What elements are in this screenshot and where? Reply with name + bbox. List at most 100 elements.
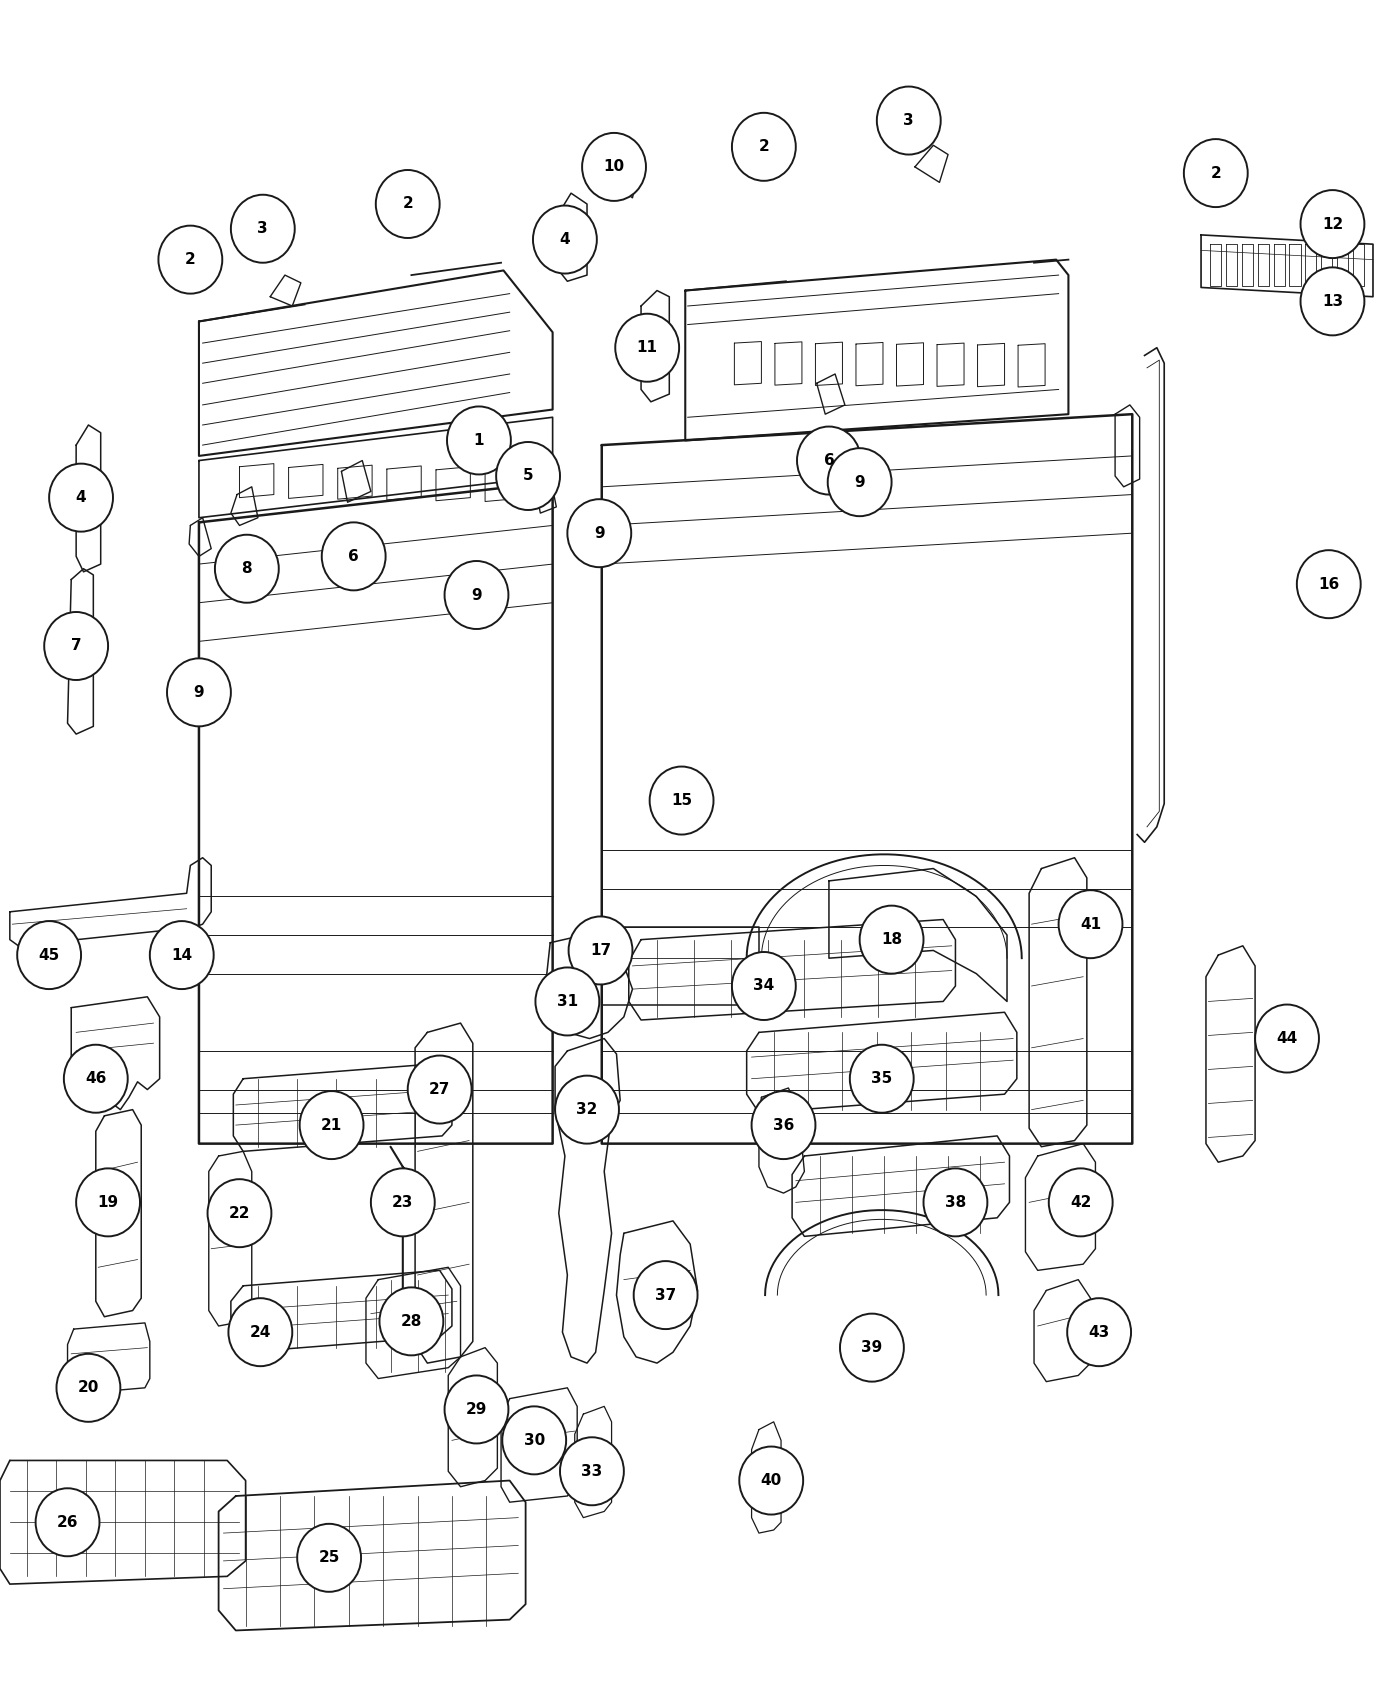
Text: 3: 3: [903, 112, 914, 128]
Ellipse shape: [379, 1287, 444, 1355]
Ellipse shape: [535, 967, 599, 1035]
Text: 37: 37: [655, 1287, 676, 1302]
Ellipse shape: [167, 658, 231, 726]
Ellipse shape: [634, 1261, 697, 1329]
Text: 8: 8: [242, 561, 252, 576]
Text: 6: 6: [349, 549, 358, 564]
Text: 7: 7: [71, 639, 81, 653]
Text: 34: 34: [753, 979, 774, 993]
Ellipse shape: [375, 170, 440, 238]
Ellipse shape: [1301, 190, 1365, 258]
Text: 33: 33: [581, 1464, 602, 1479]
Ellipse shape: [1301, 267, 1365, 335]
Text: 16: 16: [1319, 576, 1340, 592]
Ellipse shape: [876, 87, 941, 155]
Text: 20: 20: [78, 1380, 99, 1396]
Text: 25: 25: [318, 1550, 340, 1566]
Text: 9: 9: [193, 685, 204, 700]
Text: 2: 2: [402, 197, 413, 211]
Ellipse shape: [739, 1447, 804, 1515]
Text: 9: 9: [472, 588, 482, 602]
Ellipse shape: [554, 1076, 619, 1144]
Ellipse shape: [732, 112, 795, 180]
Text: 35: 35: [871, 1071, 892, 1086]
Text: 29: 29: [466, 1402, 487, 1418]
Text: 9: 9: [594, 525, 605, 541]
Ellipse shape: [1058, 891, 1123, 959]
Ellipse shape: [64, 1046, 127, 1114]
Ellipse shape: [797, 427, 861, 495]
Text: 40: 40: [760, 1472, 781, 1488]
Ellipse shape: [407, 1056, 472, 1124]
Text: 24: 24: [249, 1324, 272, 1340]
Text: 31: 31: [557, 994, 578, 1010]
Ellipse shape: [850, 1046, 914, 1114]
Ellipse shape: [827, 449, 892, 517]
Text: 4: 4: [560, 231, 570, 246]
Ellipse shape: [445, 561, 508, 629]
Text: 22: 22: [228, 1205, 251, 1221]
Text: 46: 46: [85, 1071, 106, 1086]
Text: 44: 44: [1277, 1030, 1298, 1046]
Ellipse shape: [56, 1353, 120, 1421]
Ellipse shape: [45, 612, 108, 680]
Ellipse shape: [371, 1168, 435, 1236]
Text: 23: 23: [392, 1195, 413, 1210]
Text: 2: 2: [1211, 165, 1221, 180]
Ellipse shape: [216, 536, 279, 604]
Text: 38: 38: [945, 1195, 966, 1210]
Ellipse shape: [568, 916, 633, 984]
Text: 1: 1: [473, 434, 484, 449]
Text: 9: 9: [854, 474, 865, 490]
Text: 2: 2: [759, 139, 769, 155]
Text: 4: 4: [76, 490, 87, 505]
Ellipse shape: [228, 1299, 293, 1367]
Ellipse shape: [732, 952, 795, 1020]
Text: 2: 2: [185, 252, 196, 267]
Text: 45: 45: [38, 947, 60, 962]
Ellipse shape: [447, 406, 511, 474]
Ellipse shape: [752, 1091, 815, 1159]
Ellipse shape: [231, 196, 295, 264]
Text: 32: 32: [577, 1102, 598, 1117]
Text: 28: 28: [400, 1314, 421, 1329]
Text: 10: 10: [603, 160, 624, 175]
Ellipse shape: [582, 133, 645, 201]
Text: 12: 12: [1322, 216, 1343, 231]
Text: 27: 27: [428, 1081, 451, 1096]
Ellipse shape: [496, 442, 560, 510]
Ellipse shape: [860, 906, 924, 974]
Text: 3: 3: [258, 221, 269, 236]
Text: 42: 42: [1070, 1195, 1092, 1210]
Ellipse shape: [17, 921, 81, 989]
Ellipse shape: [158, 226, 223, 294]
Ellipse shape: [567, 500, 631, 568]
Ellipse shape: [560, 1436, 624, 1504]
Text: 26: 26: [57, 1515, 78, 1530]
Text: 18: 18: [881, 932, 902, 947]
Text: 17: 17: [589, 944, 610, 959]
Ellipse shape: [1184, 139, 1247, 207]
Ellipse shape: [924, 1168, 987, 1236]
Ellipse shape: [1049, 1168, 1113, 1236]
Ellipse shape: [35, 1488, 99, 1556]
Text: 36: 36: [773, 1117, 794, 1132]
Text: 14: 14: [171, 947, 192, 962]
Ellipse shape: [322, 522, 385, 590]
Ellipse shape: [300, 1091, 364, 1159]
Ellipse shape: [840, 1314, 904, 1382]
Text: 13: 13: [1322, 294, 1343, 309]
Text: 43: 43: [1088, 1324, 1110, 1340]
Ellipse shape: [615, 314, 679, 382]
Text: 39: 39: [861, 1340, 882, 1355]
Ellipse shape: [207, 1180, 272, 1248]
Text: 21: 21: [321, 1117, 342, 1132]
Text: 6: 6: [823, 452, 834, 468]
Ellipse shape: [503, 1406, 566, 1474]
Ellipse shape: [1254, 1005, 1319, 1073]
Text: 11: 11: [637, 340, 658, 355]
Ellipse shape: [533, 206, 596, 274]
Text: 30: 30: [524, 1433, 545, 1448]
Ellipse shape: [297, 1523, 361, 1591]
Ellipse shape: [49, 464, 113, 532]
